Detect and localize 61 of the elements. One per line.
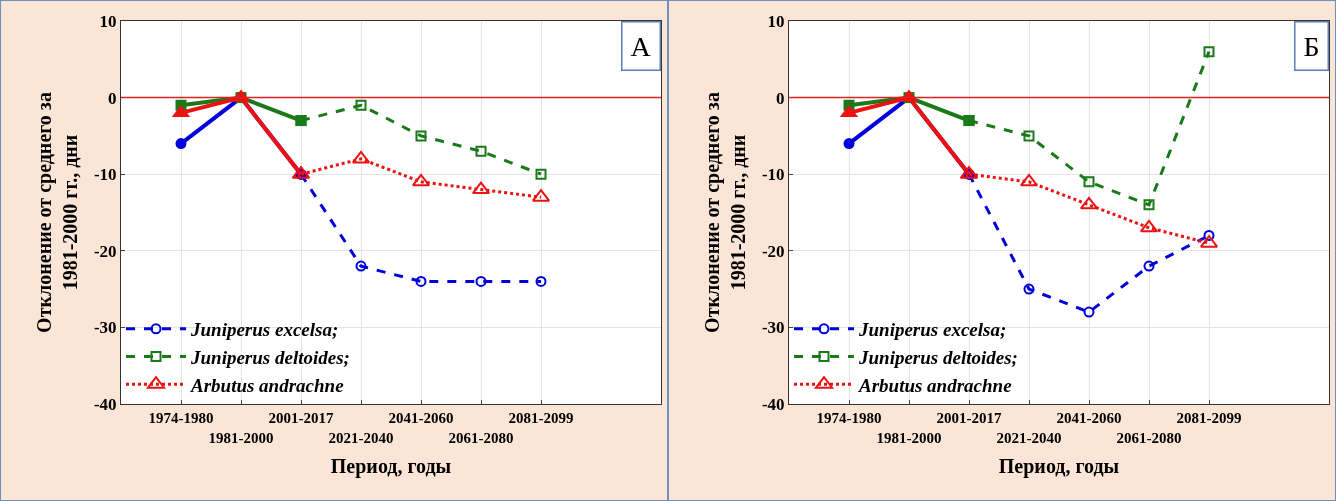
- x-tick-label: 1981-2000: [208, 429, 274, 446]
- y-tick-label: -30: [761, 318, 785, 338]
- point: [355, 260, 367, 272]
- legend-label: Juniperus deltoides;: [190, 346, 350, 368]
- annotation: Б: [1303, 30, 1320, 62]
- x-tick-label: 1974-1980: [148, 410, 214, 426]
- point: [1083, 306, 1095, 318]
- y-tick-label: -30: [93, 318, 117, 338]
- point: [471, 181, 491, 195]
- x-tick-label: 2041-2060: [388, 410, 454, 426]
- point: [1143, 199, 1155, 211]
- point: [175, 138, 187, 150]
- annotation: А: [630, 30, 652, 62]
- y-axis-title: Отклонение от среднего за 1981-2000 гг., дни: [33, 92, 82, 333]
- point: [351, 150, 371, 164]
- point: [1023, 283, 1035, 295]
- point: [415, 275, 427, 287]
- point: [1143, 260, 1155, 272]
- point: [1083, 176, 1095, 188]
- y-tick-label: -40: [761, 394, 785, 414]
- y-tick-label: -20: [761, 241, 785, 261]
- point: [843, 138, 855, 150]
- x-tick-label: 2001-2017: [936, 410, 1002, 426]
- point: [1019, 173, 1039, 187]
- legend-label: Arbutus andrachne: [858, 374, 1013, 396]
- x-tick-label: 1974-1980: [816, 410, 882, 426]
- y-tick-label: -20: [93, 241, 117, 261]
- x-tick-label: 2061-2080: [1116, 429, 1182, 446]
- point: [475, 145, 487, 157]
- y-tick-label: 0: [108, 88, 117, 108]
- point: [1139, 219, 1159, 233]
- point: [1203, 46, 1215, 58]
- x-tick-label: 2081-2099: [1176, 410, 1242, 426]
- y-tick-label: 0: [776, 88, 785, 108]
- legend-label: Juniperus deltoides;: [858, 346, 1018, 368]
- point: [355, 99, 367, 111]
- x-axis-title: Период, годы: [998, 455, 1120, 478]
- x-tick-label: 2021-2040: [328, 429, 394, 446]
- point: [415, 130, 427, 142]
- x-axis-title: Период, годы: [330, 455, 452, 478]
- x-tick-label: 1981-2000: [876, 429, 942, 446]
- point: [1023, 130, 1035, 142]
- legend-label: Arbutus andrachne: [190, 374, 345, 396]
- legend-label: Juniperus excelsa;: [858, 319, 1007, 341]
- y-tick-label: -10: [761, 165, 785, 185]
- y-tick-label: -40: [93, 394, 117, 414]
- x-tick-label: 2041-2060: [1056, 410, 1122, 426]
- point: [535, 168, 547, 180]
- x-tick-label: 2061-2080: [448, 429, 514, 446]
- point: [411, 173, 431, 187]
- y-axis-title: Отклонение от среднего за 1981-2000 гг., дни: [701, 92, 750, 333]
- legend-label: Juniperus excelsa;: [190, 319, 339, 341]
- point: [535, 275, 547, 287]
- point: [1079, 196, 1099, 210]
- y-tick-label: 10: [767, 11, 785, 31]
- y-tick-label: -10: [93, 165, 117, 185]
- x-tick-label: 2081-2099: [508, 410, 574, 426]
- y-tick-label: 10: [99, 11, 117, 31]
- point: [475, 275, 487, 287]
- x-tick-label: 2001-2017: [268, 410, 334, 426]
- x-tick-label: 2021-2040: [996, 429, 1062, 446]
